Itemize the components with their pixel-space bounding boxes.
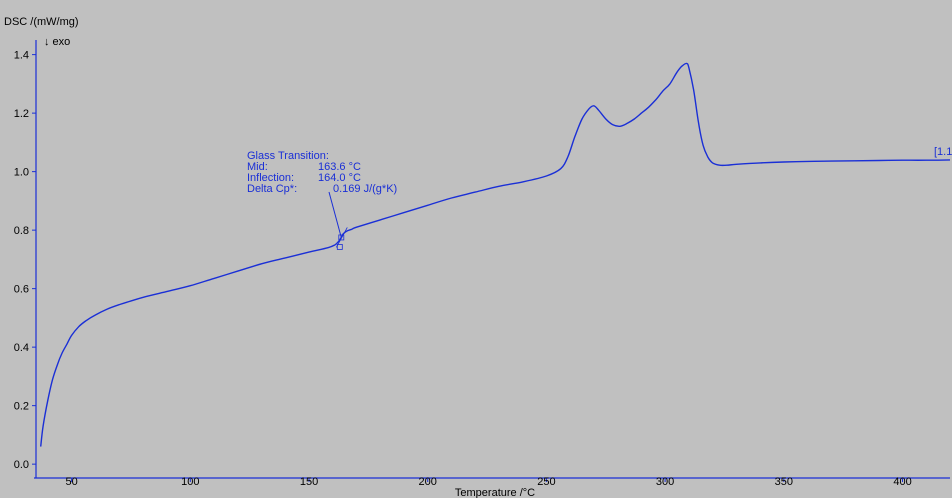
x-tick-label: 300 bbox=[656, 476, 674, 488]
curve-end-marker: [1.1] bbox=[934, 146, 952, 158]
x-tick-label: 250 bbox=[537, 476, 555, 488]
x-axis-title: Temperature /°C bbox=[455, 487, 535, 498]
annotation-value: 0.169 J/(g*K) bbox=[333, 183, 397, 195]
y-tick-label: 0.6 bbox=[14, 284, 29, 296]
y-tick-label: 1.0 bbox=[14, 167, 29, 179]
ticks: 0.0 0.2 0.4 0.6 0.8 1.0 1.2 1.4 50 100 150 200 250 30… bbox=[14, 50, 912, 488]
dsc-curve bbox=[40, 62, 951, 447]
annotation-value: 164.0 °C bbox=[318, 172, 361, 184]
x-tick-label: 350 bbox=[775, 476, 793, 488]
annotation-label: Delta Cp*: bbox=[247, 183, 297, 195]
y-tick-label: 0.4 bbox=[14, 342, 29, 354]
annotation-value: 163.6 °C bbox=[318, 161, 361, 173]
y-tick-label: 1.2 bbox=[14, 108, 29, 120]
midpoint-marker bbox=[338, 234, 345, 241]
series bbox=[40, 62, 951, 447]
y-axis-title: DSC /(mW/mg) bbox=[4, 16, 79, 28]
x-tick-label: 100 bbox=[181, 476, 199, 488]
y-tick-label: 1.4 bbox=[14, 50, 29, 62]
annotation-label: Glass Transition: bbox=[247, 150, 329, 162]
x-tick-label: 200 bbox=[419, 476, 437, 488]
x-tick-label: 400 bbox=[893, 476, 911, 488]
y-tick-label: 0.2 bbox=[14, 401, 29, 413]
annotation-label: Inflection: bbox=[247, 172, 294, 184]
annotation-label: Mid: bbox=[247, 161, 268, 173]
annotation-pointer bbox=[328, 191, 342, 238]
exo-direction-label: ↓ exo bbox=[44, 36, 70, 48]
x-tick-label: 50 bbox=[65, 476, 77, 488]
axes bbox=[34, 40, 950, 479]
y-tick-label: 0.8 bbox=[14, 225, 29, 237]
x-tick-label: 150 bbox=[300, 476, 318, 488]
onset-marker bbox=[336, 244, 343, 250]
glass-transition-annotation: Glass Transition:Mid: 163.6 °C Inflection:… bbox=[247, 150, 397, 250]
y-tick-label: 0.0 bbox=[14, 459, 29, 471]
